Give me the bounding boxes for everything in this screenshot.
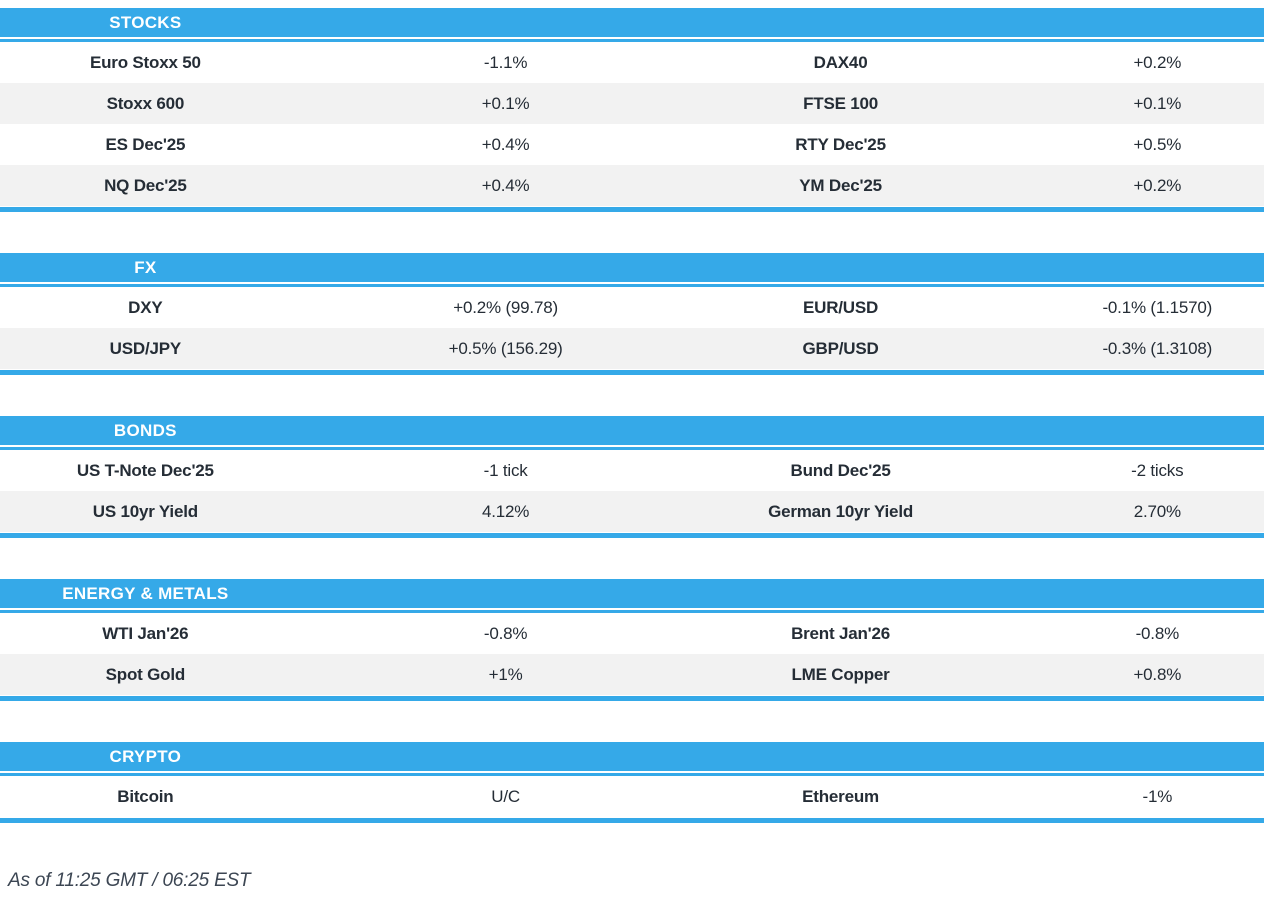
- instrument-name: USD/JPY: [109, 338, 182, 358]
- instrument-name: Stoxx 600: [106, 93, 185, 113]
- section-title: STOCKS: [109, 12, 182, 32]
- instrument-value: -2 ticks: [1131, 460, 1184, 480]
- instrument-value: -1%: [1142, 786, 1173, 806]
- instrument-name: YM Dec'25: [799, 175, 882, 195]
- instrument-value: +0.1%: [481, 93, 530, 113]
- instrument-value: -0.1% (1.1570): [1102, 297, 1213, 317]
- instrument-value: -1 tick: [483, 460, 528, 480]
- section-rows: US T-Note Dec'25 -1 tick Bund Dec'25 -2 …: [0, 450, 1264, 532]
- instrument-value: -0.8%: [1135, 623, 1180, 643]
- section-title: CRYPTO: [109, 746, 182, 766]
- section-header: FX: [0, 253, 1264, 282]
- instrument-name: ES Dec'25: [105, 134, 186, 154]
- section-header: STOCKS: [0, 8, 1264, 37]
- instrument-name: Spot Gold: [105, 664, 186, 684]
- instrument-value: +0.8%: [1133, 664, 1182, 684]
- instrument-value: 4.12%: [481, 501, 530, 521]
- header-underline: [0, 284, 1264, 287]
- section-title: FX: [134, 257, 157, 277]
- section-bonds: BONDS US T-Note Dec'25 -1 tick Bund Dec'…: [0, 416, 1264, 538]
- section-header: BONDS: [0, 416, 1264, 445]
- section-divider: [0, 207, 1264, 212]
- section-crypto: CRYPTO Bitcoin U/C Ethereum -1%: [0, 742, 1264, 823]
- section-header: CRYPTO: [0, 742, 1264, 771]
- header-underline: [0, 39, 1264, 42]
- instrument-name: NQ Dec'25: [104, 175, 187, 195]
- instrument-value: +0.2%: [1133, 52, 1182, 72]
- table-row: Bitcoin U/C Ethereum -1%: [0, 776, 1264, 817]
- instrument-name: DAX40: [813, 52, 868, 72]
- instrument-name: WTI Jan'26: [102, 623, 189, 643]
- instrument-name: Bitcoin: [117, 786, 174, 806]
- instrument-value: -0.8%: [483, 623, 528, 643]
- section-title: BONDS: [113, 420, 177, 440]
- table-row: WTI Jan'26 -0.8% Brent Jan'26 -0.8%: [0, 613, 1264, 654]
- table-row: ES Dec'25 +0.4% RTY Dec'25 +0.5%: [0, 124, 1264, 165]
- table-row: Stoxx 600 +0.1% FTSE 100 +0.1%: [0, 83, 1264, 124]
- instrument-name: DXY: [128, 297, 163, 317]
- header-underline: [0, 447, 1264, 450]
- table-row: NQ Dec'25 +0.4% YM Dec'25 +0.2%: [0, 165, 1264, 206]
- instrument-name: Ethereum: [802, 786, 879, 806]
- section-divider: [0, 696, 1264, 701]
- instrument-name: Brent Jan'26: [791, 623, 891, 643]
- instrument-name: LME Copper: [791, 664, 890, 684]
- instrument-value: -0.3% (1.3108): [1102, 338, 1213, 358]
- instrument-name: Euro Stoxx 50: [89, 52, 201, 72]
- section-rows: Bitcoin U/C Ethereum -1%: [0, 776, 1264, 817]
- section-title: ENERGY & METALS: [62, 583, 229, 603]
- instrument-name: EUR/USD: [802, 297, 879, 317]
- section-rows: DXY +0.2% (99.78) EUR/USD -0.1% (1.1570)…: [0, 287, 1264, 369]
- instrument-name: GBP/USD: [802, 338, 879, 358]
- instrument-value: +0.4%: [481, 175, 530, 195]
- instrument-value: +1%: [488, 664, 523, 684]
- instrument-name: US T-Note Dec'25: [76, 460, 214, 480]
- section-rows: Euro Stoxx 50 -1.1% DAX40 +0.2% Stoxx 60…: [0, 42, 1264, 206]
- section-divider: [0, 818, 1264, 823]
- table-row: US 10yr Yield 4.12% German 10yr Yield 2.…: [0, 491, 1264, 532]
- table-row: Euro Stoxx 50 -1.1% DAX40 +0.2%: [0, 42, 1264, 83]
- instrument-value: 2.70%: [1133, 501, 1181, 521]
- instrument-name: FTSE 100: [803, 93, 879, 113]
- header-underline: [0, 773, 1264, 776]
- table-row: DXY +0.2% (99.78) EUR/USD -0.1% (1.1570): [0, 287, 1264, 328]
- instrument-name: US 10yr Yield: [92, 501, 198, 521]
- instrument-value: U/C: [491, 786, 520, 806]
- instrument-value: -1.1%: [483, 52, 528, 72]
- instrument-value: +0.1%: [1133, 93, 1182, 113]
- section-header: ENERGY & METALS: [0, 579, 1264, 608]
- section-energy-metals: ENERGY & METALS WTI Jan'26 -0.8% Brent J…: [0, 579, 1264, 701]
- instrument-name: RTY Dec'25: [795, 134, 886, 154]
- section-stocks: STOCKS Euro Stoxx 50 -1.1% DAX40 +0.2% S…: [0, 8, 1264, 212]
- instrument-value: +0.5%: [1133, 134, 1182, 154]
- instrument-value: +0.5% (156.29): [448, 338, 563, 358]
- instrument-value: +0.2% (99.78): [453, 297, 558, 317]
- instrument-value: +0.4%: [481, 134, 530, 154]
- instrument-name: Bund Dec'25: [790, 460, 891, 480]
- instrument-name: German 10yr Yield: [768, 501, 914, 521]
- table-row: US T-Note Dec'25 -1 tick Bund Dec'25 -2 …: [0, 450, 1264, 491]
- section-divider: [0, 533, 1264, 538]
- section-rows: WTI Jan'26 -0.8% Brent Jan'26 -0.8% Spot…: [0, 613, 1264, 695]
- instrument-value: +0.2%: [1133, 175, 1182, 195]
- table-row: USD/JPY +0.5% (156.29) GBP/USD -0.3% (1.…: [0, 328, 1264, 369]
- table-row: Spot Gold +1% LME Copper +0.8%: [0, 654, 1264, 695]
- header-underline: [0, 610, 1264, 613]
- section-fx: FX DXY +0.2% (99.78) EUR/USD -0.1% (1.15…: [0, 253, 1264, 375]
- timestamp: As of 11:25 GMT / 06:25 EST: [8, 870, 251, 891]
- section-divider: [0, 370, 1264, 375]
